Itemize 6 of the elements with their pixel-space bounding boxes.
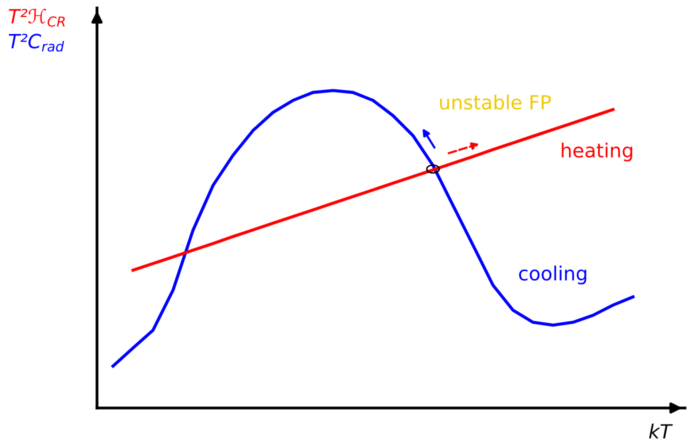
series-label: heating — [562, 142, 632, 162]
series-label: cooling — [519, 266, 586, 284]
annotation: unstable FP — [440, 94, 551, 110]
x-axis-title: kT — [649, 424, 673, 438]
y-axis-title: T²ℋ$_{CR}$ — [8, 8, 65, 27]
text: T²C$_{rad}$ — [8, 34, 64, 52]
